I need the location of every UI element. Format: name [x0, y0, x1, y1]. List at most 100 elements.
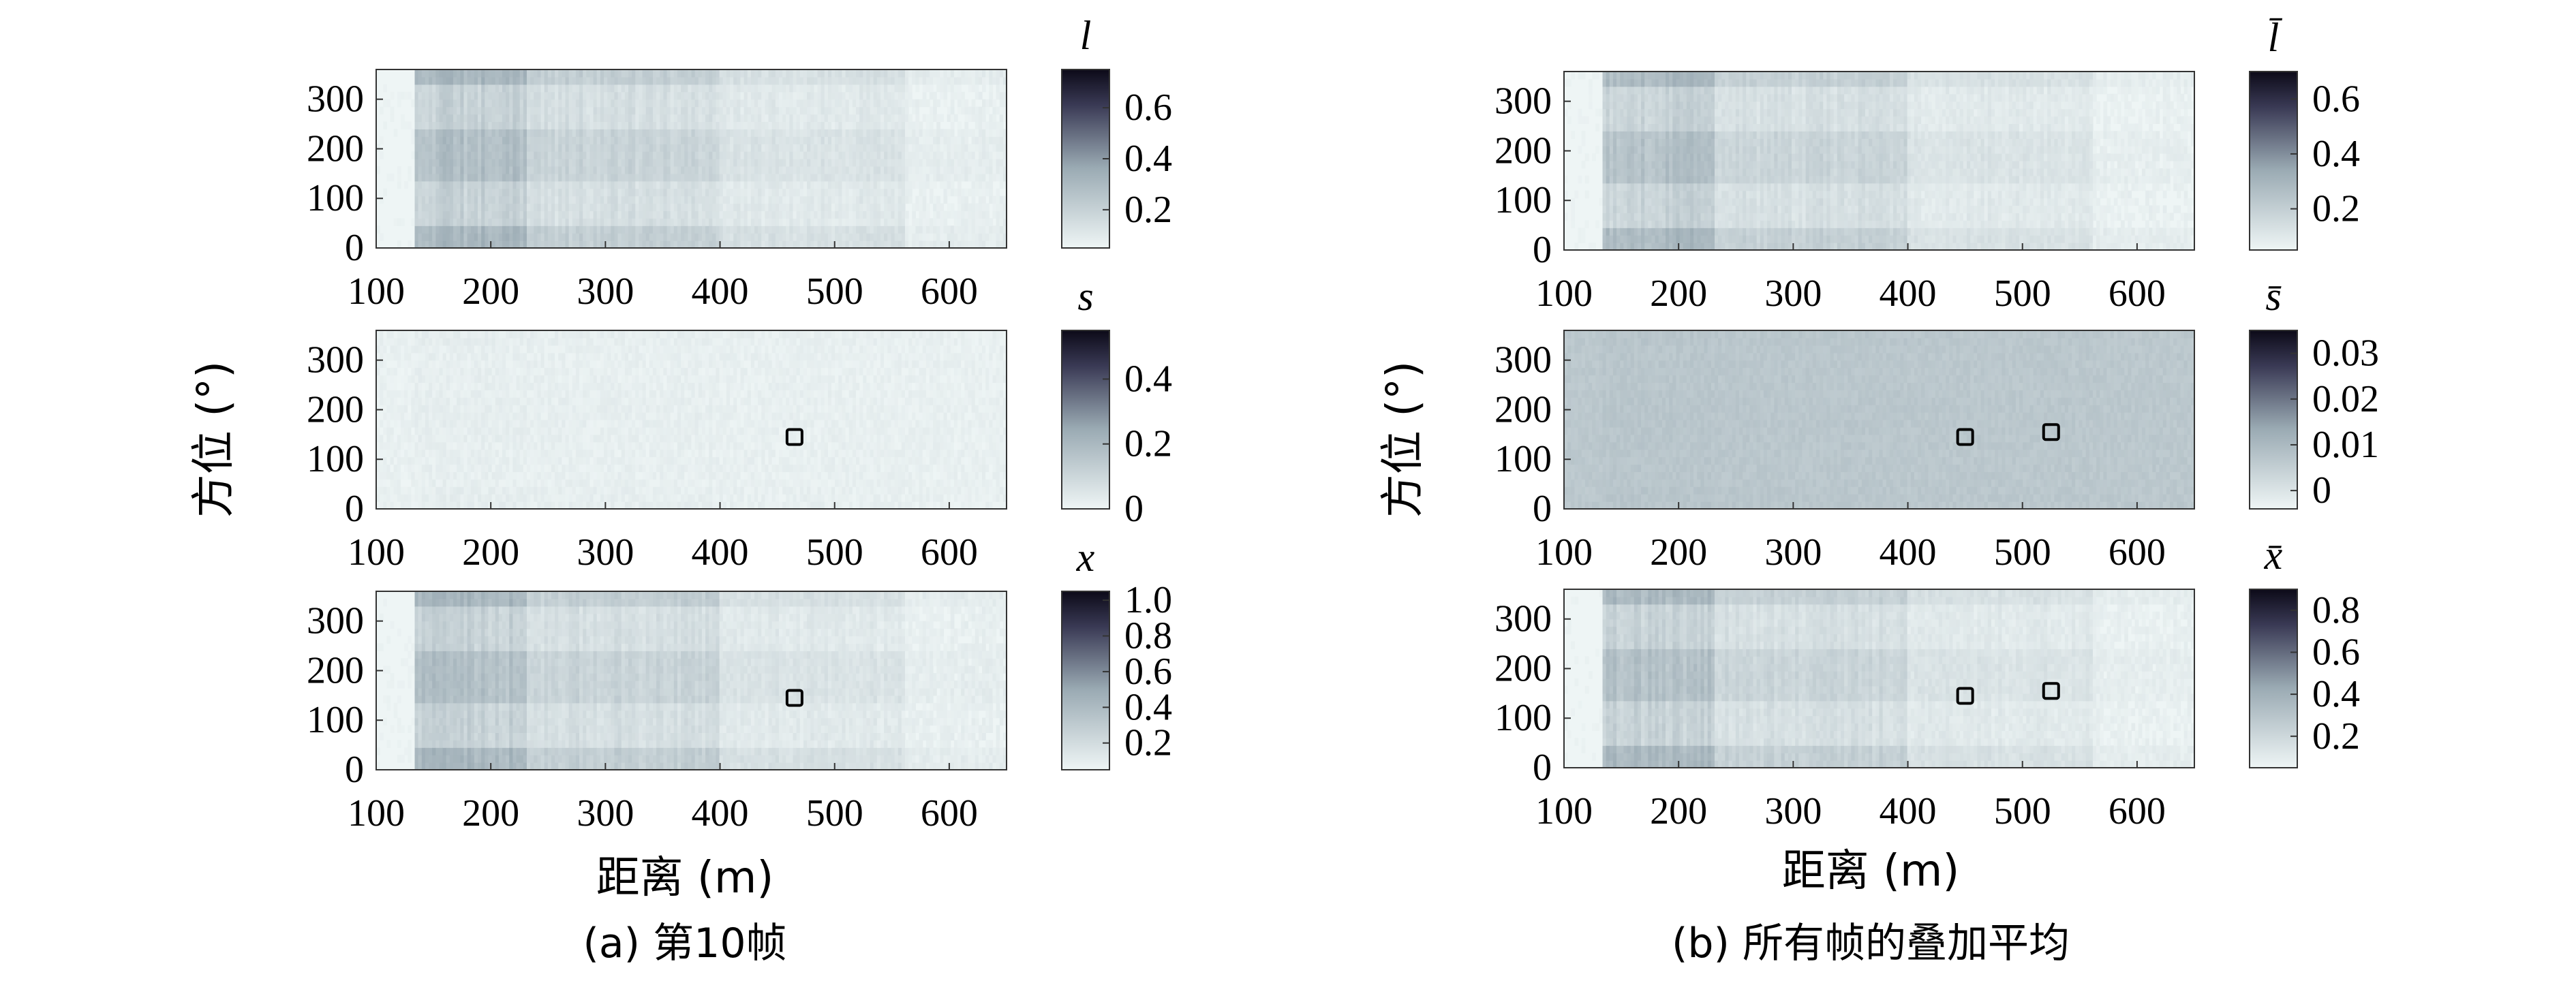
heatmap-cell	[852, 159, 857, 167]
heatmap-cell	[404, 494, 408, 502]
heatmap-cell	[814, 121, 818, 129]
heatmap-cell	[586, 225, 591, 234]
heatmap-cell	[904, 166, 909, 174]
heatmap-cell	[555, 136, 559, 144]
heatmap-cell	[768, 225, 773, 234]
heatmap-cell	[698, 181, 703, 189]
heatmap-cell	[894, 240, 899, 249]
heatmap-cell	[453, 360, 457, 369]
heatmap-cell	[474, 76, 478, 85]
heatmap-cell	[411, 99, 416, 108]
heatmap-cell	[506, 345, 510, 354]
heatmap-cell	[544, 196, 549, 204]
heatmap-cell	[562, 173, 566, 182]
heatmap-cell	[481, 76, 485, 85]
heatmap-cell	[400, 449, 405, 458]
heatmap-cell	[565, 196, 570, 204]
heatmap-cell	[778, 218, 783, 226]
heatmap-cell	[908, 144, 913, 152]
heatmap-cell	[719, 114, 724, 123]
heatmap-cell	[961, 173, 965, 182]
heatmap-cell	[722, 76, 727, 85]
heatmap-cell	[649, 181, 654, 189]
heatmap-cell	[449, 345, 454, 354]
heatmap-cell	[989, 225, 994, 234]
heatmap-cell	[838, 99, 843, 108]
heatmap-cell	[457, 114, 461, 123]
heatmap-cell	[645, 69, 650, 78]
heatmap-cell	[470, 91, 475, 100]
heatmap-cell	[540, 203, 545, 212]
heatmap-cell	[485, 173, 489, 182]
heatmap-cell	[418, 84, 423, 93]
heatmap-cell	[607, 166, 611, 174]
heatmap-cell	[803, 91, 808, 100]
heatmap-cell	[758, 114, 762, 123]
heatmap-cell	[666, 225, 671, 234]
heatmap-cell	[999, 144, 1004, 152]
heatmap-cell	[852, 136, 857, 144]
heatmap-cell	[838, 181, 843, 189]
heatmap-cell	[502, 405, 506, 413]
heatmap-cell	[439, 136, 444, 144]
heatmap-cell	[824, 84, 829, 93]
heatmap-cell	[817, 151, 822, 159]
heatmap-cell	[873, 91, 878, 100]
heatmap-cell	[992, 159, 997, 167]
heatmap-cell	[632, 129, 636, 137]
heatmap-cell	[660, 173, 664, 182]
heatmap-cell	[502, 99, 506, 108]
heatmap-cell	[814, 129, 818, 137]
heatmap-cell	[589, 99, 594, 108]
heatmap-cell	[912, 166, 916, 174]
heatmap-cell	[750, 106, 755, 115]
heatmap-cell	[737, 144, 741, 152]
heatmap-cell	[429, 397, 433, 405]
heatmap-cell	[411, 352, 416, 361]
heatmap-cell	[716, 151, 720, 159]
heatmap-cell	[481, 188, 485, 197]
heatmap-cell	[912, 181, 916, 189]
heatmap-cell	[656, 210, 660, 219]
heatmap-cell	[432, 471, 436, 480]
heatmap-cell	[512, 456, 517, 465]
heatmap-cell	[898, 181, 902, 189]
heatmap-cell	[891, 188, 895, 197]
heatmap-cell	[463, 181, 468, 189]
heatmap-cell	[400, 352, 405, 361]
heatmap-cell	[491, 479, 496, 487]
heatmap-cell	[506, 106, 510, 115]
heatmap-cell	[758, 173, 762, 182]
heatmap-cell	[404, 390, 408, 398]
heatmap-cell	[957, 69, 962, 78]
heatmap-cell	[698, 173, 703, 182]
heatmap-cell	[870, 203, 874, 212]
heatmap-cell	[386, 420, 391, 428]
heatmap-cell	[418, 479, 423, 487]
heatmap-cell	[803, 181, 808, 189]
heatmap-cell	[799, 218, 804, 226]
heatmap-cell	[418, 114, 423, 123]
heatmap-cell	[992, 210, 997, 219]
heatmap-cell	[950, 188, 955, 197]
heatmap-cell	[565, 225, 570, 234]
heatmap-cell	[915, 136, 920, 144]
heatmap-cell	[810, 69, 814, 78]
heatmap-cell	[901, 151, 906, 159]
heatmap-cell	[491, 181, 496, 189]
heatmap-cell	[460, 397, 465, 405]
heatmap-cell	[884, 91, 888, 100]
heatmap-cell	[639, 69, 643, 78]
heatmap-cell	[688, 188, 692, 197]
heatmap-cell	[996, 84, 1000, 93]
heatmap-cell	[758, 166, 762, 174]
heatmap-cell	[383, 397, 388, 405]
heatmap-cell	[439, 337, 444, 346]
heatmap-cell	[498, 367, 503, 376]
heatmap-cell	[579, 114, 583, 123]
heatmap-cell	[435, 486, 440, 495]
heatmap-cell	[701, 159, 706, 167]
heatmap-cell	[827, 136, 832, 144]
heatmap-cell	[509, 360, 514, 369]
heatmap-cell	[842, 91, 846, 100]
